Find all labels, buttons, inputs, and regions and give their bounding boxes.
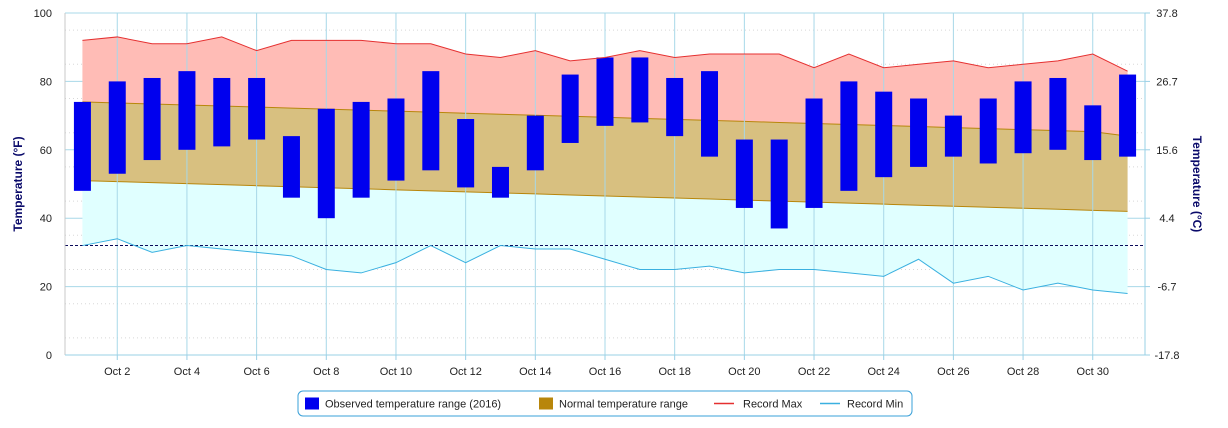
- x-tick-label: Oct 2: [104, 366, 130, 378]
- y-right-tick-label: -6.7: [1158, 282, 1177, 294]
- legend-label-normal: Normal temperature range: [559, 399, 688, 411]
- y-right-tick-label: 26.7: [1156, 76, 1177, 88]
- observed-bar-oct-4: [178, 71, 196, 150]
- observed-bar-oct-21: [770, 139, 788, 229]
- y-left-tick-label: 60: [40, 145, 52, 157]
- record-max-line: [82, 36, 1128, 72]
- observed-bar-oct-20: [735, 139, 753, 208]
- observed-bar-oct-18: [666, 77, 684, 137]
- legend: Observed temperature range (2016) Normal …: [297, 390, 913, 417]
- observed-bar-oct-22: [805, 98, 823, 208]
- observed-bar-oct-11: [422, 71, 440, 171]
- x-tick-label: Oct 14: [519, 366, 551, 378]
- observed-bar-oct-28: [1014, 81, 1032, 154]
- x-tick-label: Oct 20: [728, 366, 760, 378]
- observed-bar-oct-6: [248, 77, 266, 140]
- y-left-tick-label: 20: [40, 282, 52, 294]
- legend-swatch-observed: [305, 397, 319, 410]
- observed-bar-oct-15: [561, 74, 579, 143]
- x-tick-label: Oct 22: [798, 366, 830, 378]
- observed-bars: [73, 57, 1137, 229]
- observed-bar-oct-17: [631, 57, 649, 123]
- y-left-tick-label: 80: [40, 76, 52, 88]
- x-tick-label: Oct 28: [1007, 366, 1039, 378]
- x-tick-label: Oct 12: [449, 366, 481, 378]
- x-tick-label: Oct 4: [174, 366, 200, 378]
- x-tick-label: Oct 10: [380, 366, 412, 378]
- legend-label-record-min: Record Min: [847, 399, 903, 411]
- legend-box: [297, 390, 913, 417]
- x-tick-label: Oct 26: [937, 366, 969, 378]
- observed-bar-oct-27: [979, 98, 997, 164]
- observed-bar-oct-3: [143, 77, 161, 161]
- legend-swatch-normal: [539, 397, 553, 410]
- observed-bar-oct-24: [875, 91, 893, 178]
- observed-bar-oct-7: [282, 136, 300, 198]
- observed-bar-oct-1: [73, 101, 91, 191]
- x-tick-label: Oct 24: [868, 366, 900, 378]
- legend-label-record-max: Record Max: [743, 399, 803, 411]
- y-right-tick-label: -17.8: [1154, 350, 1179, 362]
- observed-bar-oct-23: [840, 81, 858, 191]
- observed-bar-oct-30: [1084, 105, 1102, 161]
- x-tick-label: Oct 6: [243, 366, 269, 378]
- observed-bar-oct-16: [596, 57, 614, 126]
- y-left-tick-label: 100: [34, 8, 52, 20]
- y-right-tick-label: 4.4: [1159, 213, 1174, 225]
- observed-bar-oct-2: [108, 81, 126, 174]
- observed-bar-oct-10: [387, 98, 405, 181]
- record-lines: [65, 36, 1145, 294]
- axes: 0 20 40 60 80 100 -17.8 -6.7 4.4 15.6 26.7 37.8 Oct …: [34, 8, 1180, 378]
- observed-bar-oct-29: [1049, 77, 1067, 150]
- x-tick-label: Oct 8: [313, 366, 339, 378]
- observed-bar-oct-26: [944, 115, 962, 157]
- observed-bar-oct-12: [457, 119, 475, 188]
- y-right-tick-label: 15.6: [1156, 145, 1177, 157]
- observed-bar-oct-19: [701, 71, 719, 157]
- legend-label-observed: Observed temperature range (2016): [325, 399, 501, 411]
- observed-bar-oct-14: [526, 115, 544, 171]
- observed-bar-oct-13: [491, 166, 509, 198]
- record-min-line: [82, 238, 1128, 294]
- observed-bar-oct-8: [317, 108, 335, 219]
- y-axis-right-title: Temperature (°C): [1190, 136, 1204, 233]
- y-axis-left-title: Temperature (°F): [11, 136, 25, 231]
- observed-bar-oct-9: [352, 101, 370, 198]
- x-tick-label: Oct 16: [589, 366, 621, 378]
- observed-bar-oct-5: [213, 77, 231, 147]
- x-tick-label: Oct 18: [658, 366, 690, 378]
- y-right-tick-label: 37.8: [1156, 8, 1177, 20]
- observed-bar-oct-25: [910, 98, 928, 167]
- y-left-tick-label: 40: [40, 213, 52, 225]
- observed-bar-oct-31: [1119, 74, 1137, 157]
- x-tick-label: Oct 30: [1077, 366, 1109, 378]
- y-left-tick-label: 0: [46, 350, 52, 362]
